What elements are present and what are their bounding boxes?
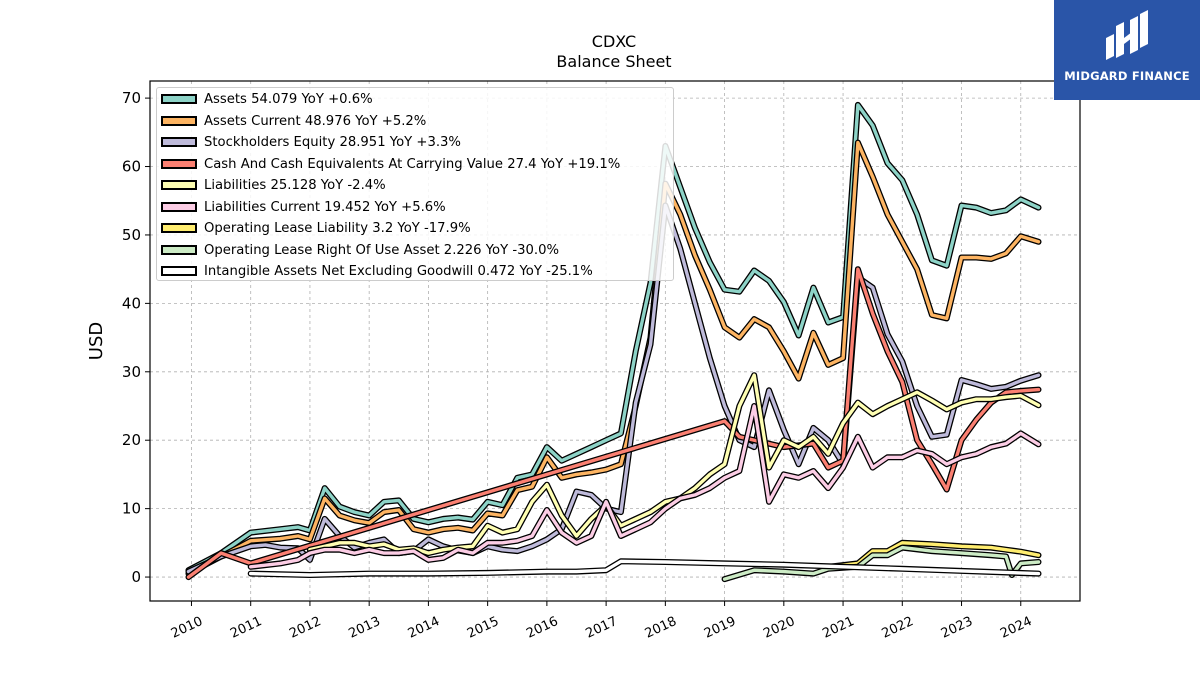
x-tick-label: 2014 — [406, 614, 442, 642]
legend-item: Intangible Assets Net Excluding Goodwill… — [157, 262, 673, 282]
x-tick-label: 2016 — [524, 614, 560, 642]
legend-swatch — [161, 115, 197, 126]
chart-subtitle: Balance Sheet — [556, 52, 671, 71]
x-tick-label: 2021 — [820, 614, 856, 642]
series-stroke — [722, 545, 1041, 581]
legend-item: Liabilities 25.128 YoY -2.4% — [157, 176, 673, 196]
legend-label: Operating Lease Right Of Use Asset 2.226… — [204, 242, 560, 258]
x-tick-label: 2015 — [465, 614, 501, 642]
legend-swatch — [161, 158, 197, 169]
y-tick-label: 20 — [122, 431, 141, 449]
x-tick-label: 2019 — [702, 614, 738, 642]
x-tick-label: 2011 — [228, 614, 264, 642]
y-tick-label: 0 — [131, 568, 141, 586]
series-line — [247, 558, 1042, 578]
legend-swatch — [161, 180, 197, 190]
x-tick-label: 2017 — [583, 614, 619, 642]
legend-label: Operating Lease Liability 3.2 YoY -17.9% — [204, 221, 471, 236]
y-tick-label: 30 — [122, 363, 141, 381]
y-tick-label: 40 — [122, 294, 141, 312]
legend: Assets 54.079 YoY +0.6% Assets Current 48… — [156, 87, 674, 281]
x-tick-label: 2010 — [169, 614, 205, 642]
brand-logo: MIDGARD FINANCE — [1054, 0, 1200, 100]
legend-item: Stockholders Equity 28.951 YoY +3.3% — [157, 133, 673, 153]
x-axis: 2010 2011 2012 2013 2014 2015 2016 2017 2018 2019… — [169, 601, 1034, 642]
x-tick-label: 2023 — [939, 614, 975, 642]
brand-name: MIDGARD FINANCE — [1064, 69, 1190, 83]
series-line — [185, 202, 1042, 575]
plot-frame — [149, 80, 1081, 602]
series-stroke — [186, 203, 1041, 574]
x-tick-label: 2013 — [347, 614, 383, 642]
y-tick-label: 70 — [122, 89, 141, 107]
legend-swatch — [161, 223, 197, 233]
legend-item: Operating Lease Liability 3.2 YoY -17.9% — [157, 219, 673, 239]
series-stroke — [249, 559, 1041, 577]
legend-swatch — [161, 94, 197, 104]
legend-swatch — [161, 137, 197, 147]
legend-label: Intangible Assets Net Excluding Goodwill… — [204, 264, 593, 279]
x-tick-label: 2012 — [287, 614, 323, 642]
legend-label: Assets Current 48.976 YoY +5.2% — [204, 113, 427, 129]
legend-item: Liabilities Current 19.452 YoY +5.6% — [157, 198, 673, 218]
series-stroke — [826, 541, 1041, 569]
legend-item: Assets 54.079 YoY +0.6% — [157, 90, 673, 110]
legend-swatch — [161, 266, 197, 276]
legend-item: Cash And Cash Equivalents At Carrying Va… — [157, 155, 673, 175]
series-stroke — [249, 404, 1041, 569]
series-line — [825, 539, 1042, 570]
series-line — [185, 101, 1042, 574]
series-stroke — [186, 103, 1041, 572]
legend-swatch — [161, 201, 197, 212]
legend-label: Liabilities Current 19.452 YoY +5.6% — [204, 199, 446, 215]
chart-title: CDXC — [592, 32, 636, 51]
y-axis: 0 10 20 30 40 50 60 70 — [122, 89, 150, 586]
x-tick-label: 2022 — [880, 614, 916, 642]
legend-swatch — [161, 244, 197, 255]
legend-item: Assets Current 48.976 YoY +5.2% — [157, 112, 673, 132]
x-tick-label: 2020 — [761, 614, 797, 642]
series-layer — [185, 101, 1042, 583]
y-tick-label: 50 — [122, 226, 141, 244]
legend-label: Stockholders Equity 28.951 YoY +3.3% — [204, 135, 461, 150]
brand-mark-icon — [1106, 10, 1148, 60]
legend-label: Assets 54.079 YoY +0.6% — [204, 92, 373, 107]
series-line — [721, 544, 1042, 583]
y-tick-label: 10 — [122, 500, 141, 518]
legend-label: Cash And Cash Equivalents At Carrying Va… — [204, 156, 621, 172]
legend-label: Liabilities 25.128 YoY -2.4% — [204, 178, 386, 193]
y-axis-label: USD — [86, 322, 107, 360]
x-tick-label: 2018 — [643, 614, 679, 642]
x-tick-label: 2024 — [998, 614, 1034, 642]
y-tick-label: 60 — [122, 158, 141, 176]
series-line — [247, 403, 1042, 570]
legend-item: Operating Lease Right Of Use Asset 2.226… — [157, 241, 673, 261]
